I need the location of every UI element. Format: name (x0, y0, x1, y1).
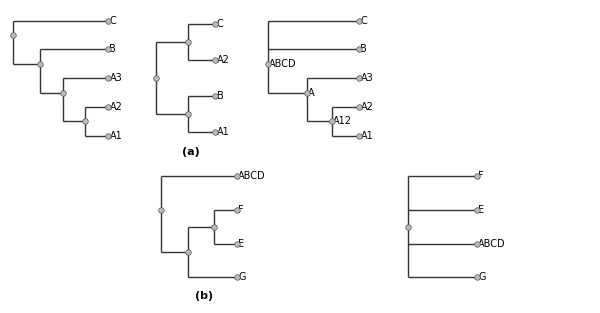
Text: C: C (217, 19, 224, 29)
Text: A3: A3 (361, 73, 373, 83)
Text: A1: A1 (109, 131, 122, 141)
Text: A: A (308, 88, 314, 98)
Text: G: G (238, 272, 245, 282)
Text: (b): (b) (195, 291, 213, 301)
Text: ABCD: ABCD (238, 172, 266, 182)
Text: B: B (109, 44, 116, 54)
Text: C: C (361, 16, 367, 26)
Text: ABCD: ABCD (478, 239, 506, 249)
Text: A1: A1 (217, 127, 230, 137)
Text: B: B (361, 44, 367, 54)
Text: F: F (478, 172, 484, 182)
Text: B: B (217, 91, 224, 101)
Text: A12: A12 (333, 116, 352, 126)
Text: E: E (478, 205, 485, 215)
Text: A2: A2 (361, 102, 373, 112)
Text: C: C (109, 16, 116, 26)
Text: A2: A2 (217, 55, 230, 65)
Text: (a): (a) (182, 147, 200, 157)
Text: ABCD: ABCD (269, 59, 296, 69)
Text: E: E (238, 239, 244, 249)
Text: G: G (478, 272, 486, 282)
Text: A1: A1 (361, 131, 373, 141)
Text: F: F (238, 205, 244, 215)
Text: A3: A3 (109, 73, 122, 83)
Text: A2: A2 (109, 102, 122, 112)
